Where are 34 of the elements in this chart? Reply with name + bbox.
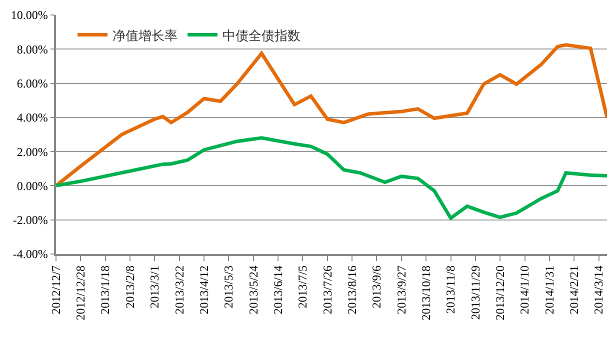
x-tick-label: 2013/3/1: [148, 266, 162, 308]
legend-label: 净值增长率: [112, 28, 178, 44]
x-tick-label: 2012/12/28: [74, 266, 88, 320]
x-tick-label: 2014/3/14: [592, 266, 606, 314]
x-tick-label: 2014/2/21: [567, 266, 581, 314]
x-tick-label: 2013/10/18: [418, 266, 433, 320]
x-tick-label: 2013/9/6: [370, 266, 384, 308]
legend-label: 中债全债指数: [222, 28, 301, 44]
y-tick-label: 8.00%: [16, 42, 48, 56]
y-tick-label: 4.00%: [16, 110, 48, 125]
y-tick-label: 2.00%: [16, 144, 48, 159]
x-tick-label: 2013/6/14: [270, 266, 285, 314]
x-tick-label: 2014/1/31: [542, 266, 556, 314]
y-tick-label: 10.00%: [10, 8, 48, 22]
x-tick-label: 2013/5/3: [222, 266, 236, 308]
y-tick-label: -4.00%: [12, 247, 48, 262]
x-tick-label: 2013/7/5: [296, 266, 310, 308]
x-tick-label: 2013/3/22: [172, 266, 186, 314]
x-tick-label: 2013/12/20: [492, 266, 507, 320]
x-tick-label: 2014/1/10: [518, 266, 532, 314]
x-tick-label: 2013/8/16: [344, 266, 359, 314]
x-tick-label: 2013/5/24: [246, 266, 260, 314]
y-tick-label: 0.00%: [16, 178, 48, 193]
x-tick-label: 2012/12/7: [48, 266, 63, 314]
x-tick-label: 2013/11/29: [468, 266, 482, 320]
y-tick-label: -2.00%: [12, 213, 48, 228]
x-tick-label: 2013/9/27: [394, 266, 408, 314]
y-tick-label: 6.00%: [16, 76, 48, 90]
x-tick-label: 2013/11/8: [444, 266, 458, 314]
x-tick-label: 2013/4/12: [196, 266, 211, 314]
x-tick-label: 2013/7/26: [320, 266, 334, 314]
line-series: [56, 136, 607, 220]
x-tick-label: 2013/1/18: [98, 266, 112, 314]
x-tick-label: 2013/2/8: [122, 266, 137, 308]
